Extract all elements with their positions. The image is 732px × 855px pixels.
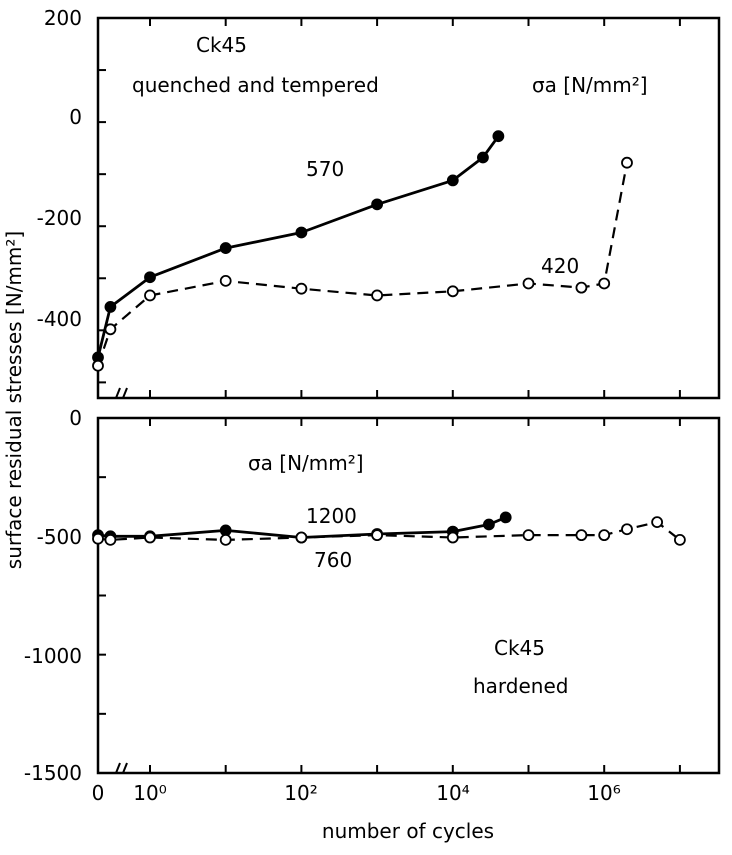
bottom-y-tick-labels: 0 -500 -1000 -1500 — [24, 406, 82, 785]
series-label-760: 760 — [314, 548, 352, 572]
y-axis-title: surface residual stresses [N/mm²] — [2, 231, 26, 569]
y-tick-label: -1500 — [24, 761, 82, 785]
y-tick-label: -500 — [37, 525, 82, 549]
data-point-420 — [104, 323, 117, 336]
data-point-420 — [219, 274, 232, 287]
data-point-760 — [371, 529, 384, 542]
data-point-420 — [446, 285, 459, 298]
data-point-1200 — [483, 518, 495, 531]
y-tick-label: 0 — [69, 406, 82, 430]
top-treatment-label: quenched and tempered — [132, 73, 379, 97]
series-line-570 — [96, 135, 500, 358]
bottom-treatment-label: hardened — [473, 674, 568, 698]
data-point-570 — [219, 242, 232, 254]
data-point-570 — [492, 130, 505, 143]
y-tick-label: -1000 — [24, 644, 82, 668]
data-point-420 — [295, 282, 308, 295]
top-y-tick-labels: 200 0 -200 -400 — [37, 6, 82, 331]
data-point-760 — [92, 532, 104, 545]
x-tick-label: 10² — [284, 781, 317, 805]
data-point-420 — [598, 277, 611, 290]
data-point-760 — [144, 531, 156, 544]
y-tick-label: 200 — [44, 6, 82, 30]
axis-ticks — [98, 17, 681, 774]
data-point-570 — [144, 271, 156, 284]
data-point-760 — [446, 531, 459, 544]
data-point-570 — [446, 174, 459, 187]
bottom-panel-frame — [96, 416, 721, 775]
data-point-760 — [575, 529, 588, 542]
x-tick-label: 0 — [92, 781, 105, 805]
data-point-420 — [371, 289, 384, 302]
x-tick-label: 10⁰ — [133, 781, 166, 805]
data-point-570 — [371, 198, 384, 211]
y-tick-label: 0 — [69, 105, 82, 129]
series-label-570: 570 — [306, 157, 344, 181]
data-point-760 — [651, 516, 664, 529]
plot-area — [92, 130, 686, 546]
axis-break-top — [115, 387, 128, 399]
series-label-420: 420 — [541, 254, 579, 278]
data-point-420 — [575, 281, 588, 294]
data-point-420 — [144, 289, 156, 302]
data-point-1200 — [499, 511, 512, 524]
x-tick-label: 10⁴ — [436, 781, 469, 805]
data-point-760 — [522, 529, 535, 542]
series-label-1200: 1200 — [306, 504, 357, 528]
data-point-420 — [92, 359, 104, 372]
data-point-1200 — [219, 524, 232, 537]
data-point-760 — [295, 531, 308, 544]
bottom-stress-amplitude-label: σa [N/mm²] — [248, 451, 364, 475]
series-line-420 — [96, 162, 629, 367]
data-point-570 — [295, 226, 308, 239]
series-line-760 — [97, 521, 681, 541]
top-panel-frame — [96, 16, 721, 400]
x-axis-title: number of cycles — [322, 819, 494, 843]
top-material-label: Ck45 — [196, 33, 247, 57]
x-tick-labels: 0 10⁰ 10² 10⁴ 10⁶ — [92, 781, 621, 805]
data-point-420 — [522, 277, 535, 290]
x-tick-label: 10⁶ — [587, 781, 620, 805]
data-point-760 — [621, 523, 633, 536]
axis-break-bottom — [115, 762, 128, 774]
y-tick-label: -400 — [37, 307, 82, 331]
data-point-760 — [598, 529, 611, 542]
data-point-420 — [621, 156, 633, 169]
data-point-760 — [219, 533, 232, 546]
y-tick-label: -200 — [37, 206, 82, 230]
bottom-material-label: Ck45 — [494, 636, 545, 660]
data-point-570 — [104, 301, 117, 313]
data-point-760 — [674, 533, 686, 546]
top-stress-amplitude-label: σa [N/mm²] — [532, 73, 648, 97]
data-point-570 — [477, 151, 489, 164]
data-point-760 — [104, 533, 117, 546]
